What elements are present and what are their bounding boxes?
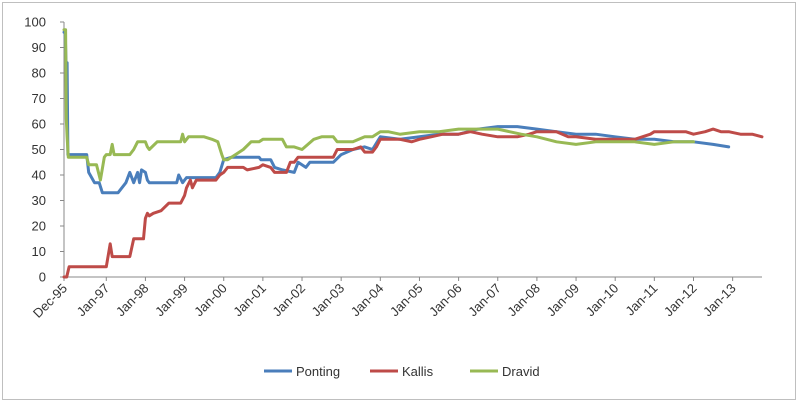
y-tick-label: 40	[32, 168, 46, 183]
x-tick-label: Jan-03	[309, 281, 348, 320]
x-tick-label: Jan-00	[191, 281, 230, 320]
legend-label-kallis: Kallis	[402, 364, 434, 379]
x-tick-label: Jan-04	[348, 281, 387, 320]
x-tick-label: Jan-02	[269, 281, 308, 320]
x-tick-label: Jan-13	[700, 281, 739, 320]
y-tick-label: 20	[32, 219, 46, 234]
x-tick-label: Jan-01	[230, 281, 269, 320]
x-tick-label: Dec-95	[30, 281, 70, 321]
y-tick-label: 60	[32, 117, 46, 132]
x-tick-label: Jan-10	[583, 281, 622, 320]
x-tick-label: Jan-06	[426, 281, 465, 320]
x-tick-label: Jan-12	[661, 281, 700, 320]
x-tick-label: Jan-99	[152, 281, 191, 320]
y-tick-label: 30	[32, 193, 46, 208]
series-line-ponting	[62, 30, 731, 195]
legend-label-dravid: Dravid	[502, 364, 540, 379]
y-axis-ticks: 0 10 20 30 40 50 60 70 80 90 100	[24, 15, 64, 285]
x-tick-label: Jan-98	[113, 281, 152, 320]
y-tick-label: 50	[32, 142, 46, 157]
x-tick-label: Jan-05	[387, 281, 426, 320]
x-tick-label: Jan-97	[74, 281, 113, 320]
y-tick-label: 90	[32, 40, 46, 55]
x-tick-label: Jan-11	[622, 281, 660, 319]
y-tick-label: 70	[32, 91, 46, 106]
series-layer	[62, 28, 764, 279]
x-axis-ticks: Dec-95 Jan-97 Jan-98 Jan-99 Jan-00 Jan-01 Jan-…	[30, 277, 739, 321]
y-tick-label: 10	[32, 244, 46, 259]
x-tick-label: Jan-08	[504, 281, 543, 320]
legend: Ponting Kallis Dravid	[264, 364, 540, 379]
y-tick-label: 100	[24, 15, 46, 30]
y-tick-label: 80	[32, 66, 46, 81]
y-tick-label: 0	[39, 270, 46, 285]
series-line-kallis	[62, 127, 764, 279]
chart-frame	[2, 2, 796, 400]
x-tick-label: Jan-09	[543, 281, 582, 320]
legend-label-ponting: Ponting	[296, 364, 340, 379]
x-tick-label: Jan-07	[465, 281, 504, 320]
series-line-dravid	[62, 28, 695, 182]
axes	[63, 22, 762, 278]
